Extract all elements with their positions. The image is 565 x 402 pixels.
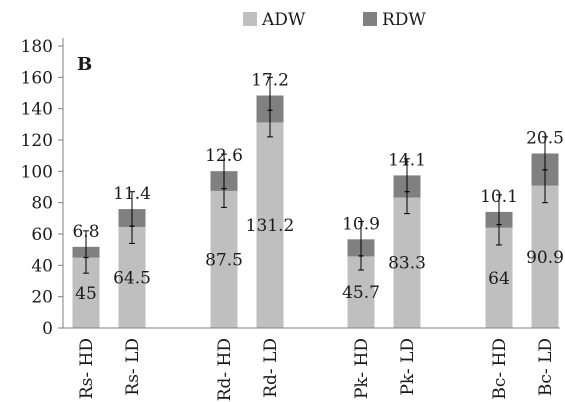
error-bars [83, 76, 548, 274]
bar-adw [210, 190, 238, 328]
data-label-adw: 87.5 [205, 250, 243, 270]
data-label-rdw: 10.9 [342, 214, 380, 234]
x-tick-label: Rs- LD [123, 338, 143, 396]
data-label-rdw: 17.2 [251, 71, 289, 91]
bar-adw [393, 197, 421, 328]
data-label-adw: 45 [75, 284, 97, 304]
data-label-rdw: 6.8 [72, 222, 99, 242]
data-label-rdw: 11.4 [113, 184, 151, 204]
bar-adw [256, 122, 284, 328]
data-label-adw: 83.3 [388, 254, 426, 274]
legend-label-rdw: RDW [382, 10, 426, 30]
x-axis: Rs- HD Rs- LD Rd- HD Rd- LD Pk- HD Pk- LD Bc- … [63, 327, 560, 401]
x-tick-label: Pk- HD [352, 338, 372, 399]
data-label-rdw: 20.5 [526, 128, 564, 148]
legend: ADW RDW [243, 10, 426, 30]
y-tick-label: 20 [31, 288, 53, 308]
data-label-adw: 64 [488, 269, 510, 289]
y-tick-label: 80 [31, 194, 53, 214]
data-label-adw: 64.5 [113, 268, 151, 288]
data-label-adw: 90.9 [526, 248, 564, 268]
x-tick-label: Rs- HD [77, 338, 97, 399]
y-tick-label: 0 [42, 319, 53, 339]
x-tick-label: Bc- HD [490, 338, 510, 400]
y-tick-label: 100 [21, 162, 53, 182]
x-tick-label: Rd- HD [215, 338, 235, 401]
data-label-rdw: 12.6 [205, 146, 243, 166]
data-labels: 45 6.8 64.5 11.4 87.5 12.6 131.2 17.2 45.7 10.9 83… [72, 71, 563, 304]
data-label-rdw: 10.1 [480, 187, 518, 207]
x-tick-label: Rd- LD [261, 338, 281, 398]
legend-label-adw: ADW [261, 10, 306, 30]
data-label-adw: 45.7 [342, 283, 380, 303]
y-tick-label: 120 [21, 131, 53, 151]
x-tick-label: Bc- LD [536, 338, 556, 396]
y-tick-label: 60 [31, 225, 53, 245]
legend-swatch-adw [243, 12, 257, 26]
y-tick-label: 180 [21, 37, 53, 57]
y-axis: 0 20 40 60 80 100 120 140 160 180 [21, 37, 64, 339]
data-label-adw: 131.2 [246, 216, 295, 236]
y-tick-label: 40 [31, 256, 53, 276]
data-label-rdw: 14.1 [388, 150, 426, 170]
bars [72, 95, 559, 328]
legend-swatch-rdw [363, 12, 377, 26]
panel-label: B [77, 54, 92, 75]
bar-adw [531, 185, 559, 328]
x-tick-label: Pk- LD [398, 338, 418, 396]
y-tick-label: 140 [21, 100, 53, 120]
y-tick-label: 160 [21, 68, 53, 88]
